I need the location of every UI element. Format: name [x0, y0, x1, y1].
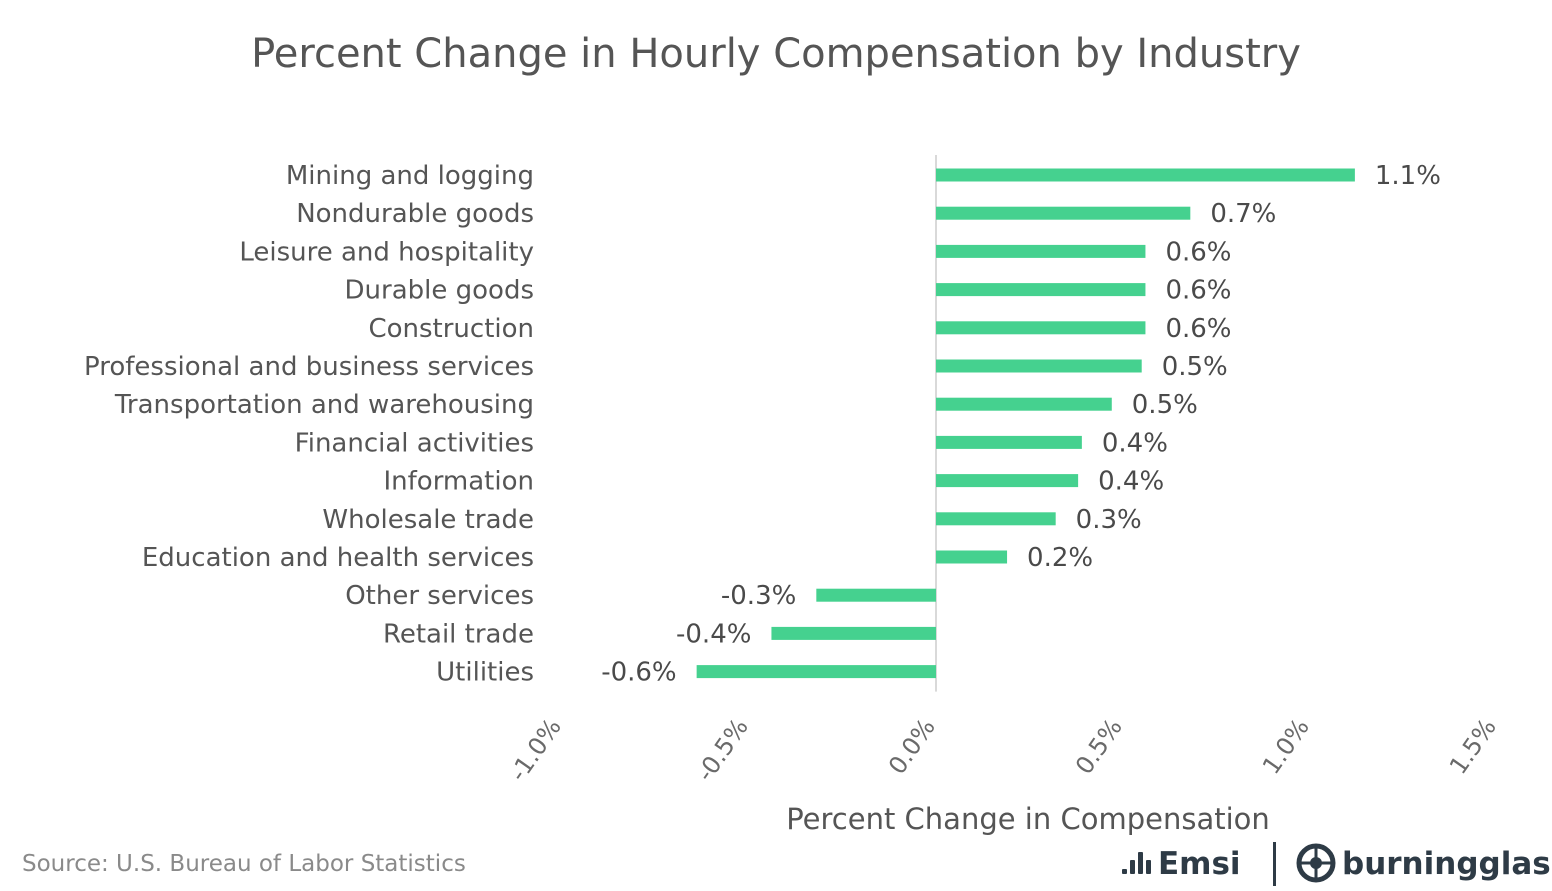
source-note: Source: U.S. Bureau of Labor Statistics — [22, 851, 466, 877]
data-label: -0.6% — [601, 658, 676, 688]
data-label: 0.4% — [1102, 428, 1168, 458]
category-label: Professional and business services — [84, 352, 534, 382]
category-label: Retail trade — [383, 619, 534, 649]
bar — [936, 397, 1112, 411]
emsi-bars-icon — [1122, 852, 1151, 874]
data-label: 0.6% — [1165, 237, 1231, 267]
category-label: Construction — [368, 314, 534, 344]
x-tick-label: -0.5% — [691, 713, 754, 786]
burningglass-logo-text: burningglass — [1342, 846, 1552, 882]
category-label: Utilities — [436, 658, 534, 688]
category-label: Financial activities — [295, 428, 534, 458]
x-tick-label: 0.0% — [883, 713, 941, 779]
emsi-logo-text: Emsi — [1158, 846, 1241, 882]
x-tick-label: -1.0% — [504, 713, 567, 786]
data-label: 1.1% — [1375, 161, 1441, 191]
category-label: Information — [383, 467, 534, 497]
category-label: Education and health services — [142, 543, 534, 573]
x-tick-label: 0.5% — [1070, 713, 1128, 779]
bar — [936, 168, 1355, 182]
category-label: Transportation and warehousing — [114, 390, 534, 420]
emsi-logo: Emsi — [1122, 846, 1241, 882]
category-label: Nondurable goods — [296, 199, 534, 229]
data-label: -0.3% — [721, 581, 796, 611]
logo-divider — [1273, 842, 1276, 886]
bar — [816, 588, 936, 602]
bar — [696, 665, 936, 679]
category-label: Durable goods — [345, 276, 534, 306]
bar — [936, 206, 1191, 220]
x-axis-title: Percent Change in Compensation — [786, 802, 1270, 836]
data-label: 0.6% — [1165, 314, 1231, 344]
x-tick-label: 1.0% — [1257, 713, 1315, 779]
category-label: Wholesale trade — [322, 505, 534, 535]
burningglass-logo: burningglass — [1296, 843, 1552, 883]
bar — [936, 321, 1146, 335]
bar — [936, 283, 1146, 297]
bar — [936, 244, 1146, 258]
bar — [771, 626, 936, 640]
chart-title: Percent Change in Hourly Compensation by… — [251, 31, 1301, 77]
data-label: 0.5% — [1162, 352, 1228, 382]
data-label: 0.3% — [1076, 505, 1142, 535]
bar — [936, 550, 1008, 564]
bar — [936, 512, 1056, 526]
data-label: 0.5% — [1132, 390, 1198, 420]
plot-area: Mining and logging 1.1% Nondurable goods 0.… — [84, 155, 1502, 786]
bar — [936, 474, 1079, 488]
category-label: Leisure and hospitality — [239, 237, 534, 267]
category-label: Other services — [345, 581, 534, 611]
x-tick-label: 1.5% — [1444, 713, 1502, 779]
bar — [936, 435, 1082, 449]
bar — [936, 359, 1142, 373]
burningglass-mark-icon — [1296, 843, 1336, 883]
data-label: -0.4% — [676, 619, 751, 649]
data-label: 0.4% — [1098, 467, 1164, 497]
category-label: Mining and logging — [286, 161, 534, 191]
logo-area: Emsi burningglass — [1122, 842, 1552, 886]
data-label: 0.2% — [1027, 543, 1093, 573]
data-label: 0.7% — [1210, 199, 1276, 229]
data-label: 0.6% — [1165, 276, 1231, 306]
